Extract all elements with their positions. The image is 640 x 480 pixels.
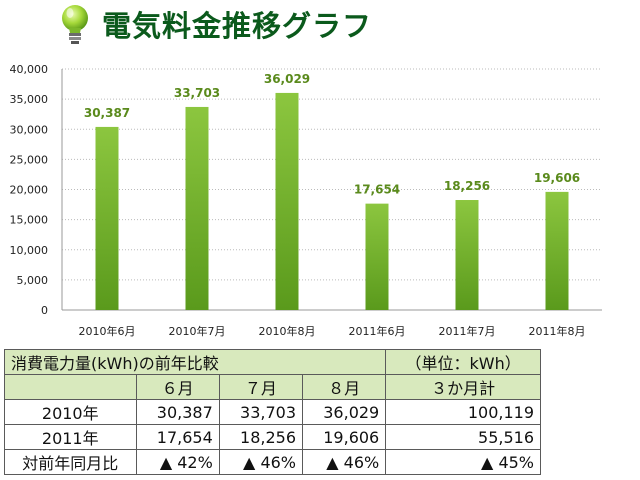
column-header: ８月 xyxy=(301,374,387,400)
row-label: 2010年 xyxy=(4,399,137,425)
bar xyxy=(185,106,209,310)
y-tick-label: 10,000 xyxy=(10,244,49,257)
x-tick-label: 2010年8月 xyxy=(259,324,316,338)
y-tick-label: 20,000 xyxy=(10,184,49,197)
data-label: 36,029 xyxy=(264,72,310,86)
bar xyxy=(545,191,569,310)
chart-axes xyxy=(61,69,602,311)
x-tick-label: 2011年6月 xyxy=(349,324,406,338)
table-cell: ▲ 46% xyxy=(301,449,387,475)
table-cell: 19,606 xyxy=(301,424,387,450)
y-tick-label: 5,000 xyxy=(17,274,49,287)
table-cell: 30,387 xyxy=(135,399,220,425)
table-cell: ▲ 42% xyxy=(135,449,220,475)
y-tick-label: 40,000 xyxy=(10,63,49,76)
data-label: 30,387 xyxy=(84,106,130,120)
table-cell: 33,703 xyxy=(218,399,304,425)
y-tick-label: 0 xyxy=(41,304,48,317)
table-cell: ▲ 46% xyxy=(218,449,304,475)
table-cell: 100,119 xyxy=(385,399,541,425)
table-cell: 36,029 xyxy=(301,399,387,425)
table-unit: （単位：kWh） xyxy=(385,349,541,375)
chart-bars xyxy=(95,92,569,310)
data-label: 17,654 xyxy=(354,183,400,197)
table-caption-row: 消費電力量(kWh)の前年比較 （単位：kWh） xyxy=(3,349,541,375)
bar-chart: 0 5,000 10,000 15,000 20,000 25,000 30,000 35,0… xyxy=(10,63,602,338)
x-tick-label: 2010年7月 xyxy=(169,324,226,338)
bar xyxy=(95,126,119,310)
table-cell: 18,256 xyxy=(218,424,304,450)
column-header: ３か月計 xyxy=(385,374,541,400)
x-tick-label: 2010年6月 xyxy=(79,324,136,338)
x-tick-label: 2011年8月 xyxy=(529,324,586,338)
y-tick-label: 15,000 xyxy=(10,214,49,227)
lightbulb-icon xyxy=(62,5,88,44)
bar xyxy=(365,203,389,310)
table-row: 2011年 17,654 18,256 19,606 55,516 xyxy=(4,424,541,450)
column-header: ６月 xyxy=(135,374,220,400)
y-tick-label: 30,000 xyxy=(10,123,49,136)
y-tick-label: 35,000 xyxy=(10,93,49,106)
table-cell: 55,516 xyxy=(385,424,541,450)
table-corner-cell xyxy=(4,374,137,400)
table-cell: 17,654 xyxy=(135,424,220,450)
table-row: 対前年同月比 ▲ 42% ▲ 46% ▲ 46% ▲ 45% xyxy=(4,449,541,475)
table-cell: ▲ 45% xyxy=(385,449,541,475)
bar xyxy=(275,92,299,310)
row-label: 対前年同月比 xyxy=(4,449,137,475)
table-header-row: ６月 ７月 ８月 ３か月計 xyxy=(4,374,541,400)
data-label: 33,703 xyxy=(174,86,220,100)
comparison-table: 消費電力量(kWh)の前年比較 （単位：kWh） ６月 ７月 ８月 ３か月計 2… xyxy=(3,349,541,475)
x-tick-label: 2011年7月 xyxy=(439,324,496,338)
row-label: 2011年 xyxy=(4,424,137,450)
data-label: 18,256 xyxy=(444,179,490,193)
chart-gridlines xyxy=(62,68,602,281)
chart-labels: 0 5,000 10,000 15,000 20,000 25,000 30,000 35,0… xyxy=(10,63,586,338)
table-caption: 消費電力量(kWh)の前年比較 xyxy=(3,349,387,375)
bar xyxy=(455,200,479,310)
page-title: 電気料金推移グラフ xyxy=(102,9,373,43)
column-header: ７月 xyxy=(218,374,304,400)
table-row: 2010年 30,387 33,703 36,029 100,119 xyxy=(4,399,541,425)
data-label: 19,606 xyxy=(534,171,580,185)
title-bar: 電気料金推移グラフ xyxy=(58,2,372,46)
y-tick-label: 25,000 xyxy=(10,153,49,166)
